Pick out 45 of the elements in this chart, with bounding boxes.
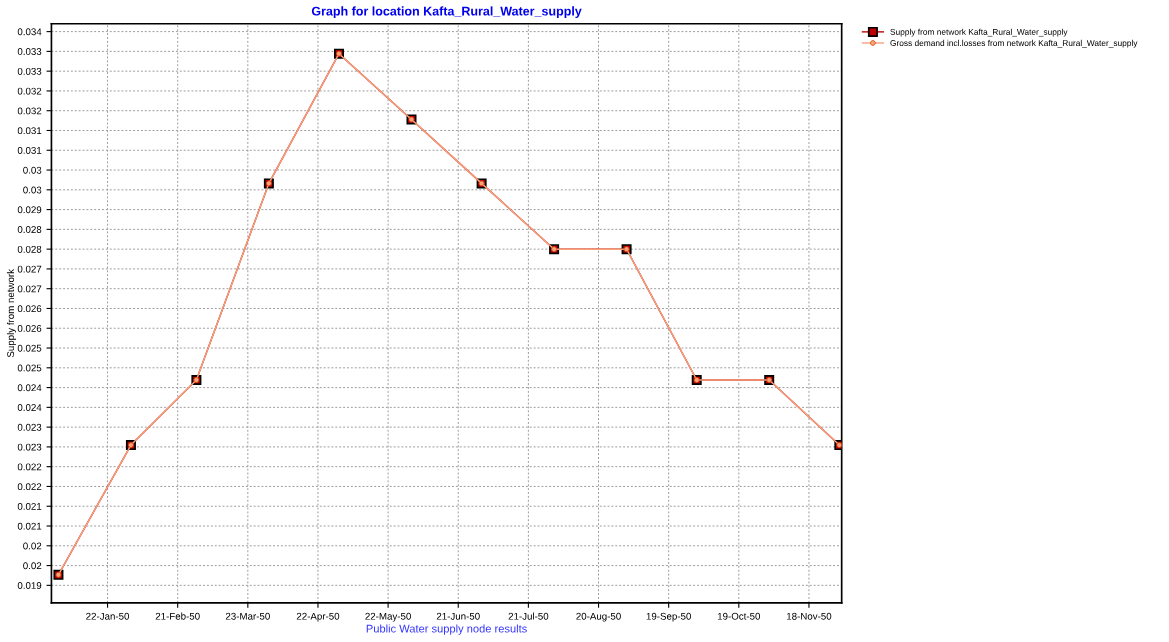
y-tick-label: 0.025: [17, 344, 42, 352]
x-tick-label: 21-Feb-50: [155, 612, 200, 620]
x-tick-label: 19-Oct-50: [717, 612, 761, 620]
y-tick-label: 0.022: [17, 463, 42, 471]
y-tick-label: 0.027: [17, 285, 42, 293]
y-tick-label: 0.034: [17, 28, 42, 36]
x-tick-label: 23-Mar-50: [225, 612, 270, 620]
y-tick-label: 0.033: [17, 67, 42, 75]
x-axis-title: Public Water supply node results: [366, 624, 527, 635]
x-tick-label: 21-Jul-50: [508, 612, 549, 620]
y-tick-label: 0.021: [17, 522, 42, 530]
x-tick-label: 22-Apr-50: [296, 612, 340, 622]
y-tick-label: 0.022: [17, 483, 42, 491]
y-tick-label: 0.029: [17, 206, 42, 214]
x-tick-label: 18-Nov-50: [786, 612, 832, 620]
y-tick-label: 0.02: [23, 562, 42, 570]
chart-title: Graph for location Kafta_Rural_Water_supply: [311, 6, 582, 19]
y-tick-label: 0.024: [17, 384, 42, 392]
y-tick-label: 0.026: [17, 305, 42, 313]
y-tick-label: 0.023: [17, 443, 42, 451]
legend-label: Supply from network Kafta_Rural_Water_supply: [890, 28, 1068, 37]
y-tick-label: 0.027: [17, 265, 42, 273]
y-tick-label: 0.03: [23, 166, 42, 174]
y-tick-label: 0.024: [17, 404, 42, 411]
y-tick-label: 0.033: [17, 48, 42, 55]
y-tick-label: 0.032: [17, 87, 42, 95]
y-tick-label: 0.026: [17, 324, 42, 332]
y-tick-label: 0.021: [17, 502, 42, 510]
x-tick-label: 19-Sep-50: [646, 612, 691, 622]
y-tick-label: 0.03: [23, 186, 42, 194]
y-tick-label: 0.031: [17, 147, 42, 154]
y-tick-label: 0.028: [17, 245, 42, 253]
y-tick-label: 0.023: [17, 423, 42, 431]
x-tick-label: 21-Jun-50: [436, 612, 480, 620]
y-tick-label: 0.019: [17, 582, 42, 589]
y-tick-label: 0.031: [17, 127, 42, 135]
y-tick-label: 0.028: [17, 226, 42, 233]
x-tick-label: 20-Aug-50: [576, 612, 621, 622]
x-tick-label: 22-Jan-50: [86, 612, 130, 620]
y-axis-title: Supply from network: [6, 268, 16, 358]
legend-label: Gross demand incl.losses from network Kafta_Rural_Water_supply: [890, 39, 1138, 48]
y-tick-label: 0.02: [23, 542, 42, 550]
y-tick-label: 0.025: [17, 364, 42, 372]
y-tick-label: 0.032: [17, 107, 42, 115]
x-tick-label: 22-May-50: [365, 612, 411, 622]
